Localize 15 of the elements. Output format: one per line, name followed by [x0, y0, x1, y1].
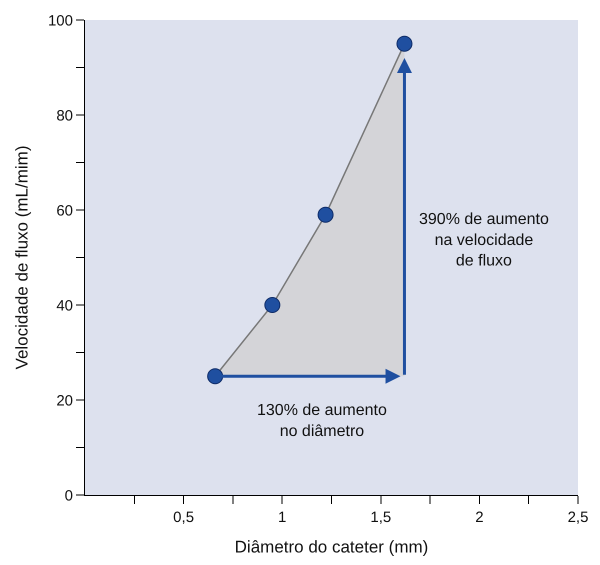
annotation: 130% de aumento no diâmetro [257, 402, 387, 440]
y-tick-label: 20 [56, 392, 73, 410]
y-tick-label: 80 [56, 107, 73, 124]
x-tick-label: 2,5 [568, 509, 588, 526]
x-tick-label: 1,5 [370, 509, 392, 526]
x-axis-title: Diâmetro do cateter (mm) [234, 537, 428, 556]
y-axis-title: Velocidade de fluxo (mL/mim) [12, 146, 32, 370]
y-tick-label: 40 [56, 297, 73, 314]
annotation: 390% de aumento na velocidade de fluxo [419, 211, 549, 270]
x-tick-label: 1 [278, 509, 286, 526]
x-tick-label: 2 [475, 509, 484, 526]
x-tick-label: 0,5 [173, 509, 194, 526]
y-tick-label: 0 [64, 487, 73, 504]
y-tick-label: 100 [48, 12, 73, 30]
y-tick-label: 60 [56, 202, 73, 220]
